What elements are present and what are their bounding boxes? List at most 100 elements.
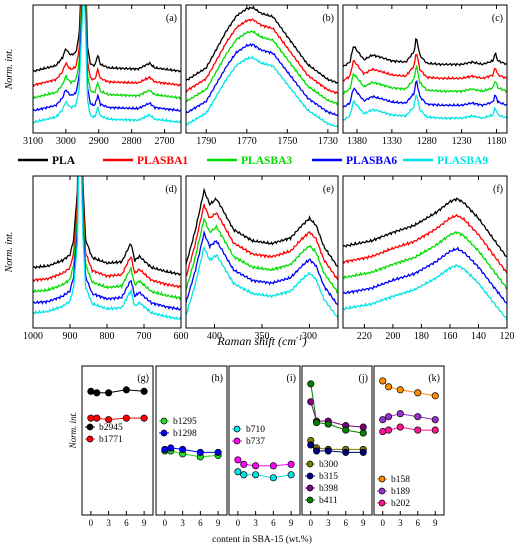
legend-label-b710: b710 xyxy=(246,425,265,435)
point-b1771-3 xyxy=(105,416,113,424)
point-b710-9 xyxy=(287,471,295,479)
point-b710-0 xyxy=(234,468,242,476)
point-b411-1 xyxy=(313,419,321,427)
panel-frame xyxy=(81,365,154,516)
series-legend: PLA PLASBA1 PLASBA3 PLASBA6 PLASBA9 xyxy=(18,155,488,167)
point-b158-6 xyxy=(414,389,422,397)
legend-label-plasba1: PLASBA1 xyxy=(137,155,188,167)
x-tick-label: 3 xyxy=(253,518,258,528)
x-tick-label: 3 xyxy=(326,518,331,528)
point-b1771-1 xyxy=(93,414,101,422)
legend-marker-b710 xyxy=(233,425,241,433)
y-axis-label-middle: Norm. int. xyxy=(4,232,15,274)
x-tick-label: 0 xyxy=(236,518,241,528)
point-b158-1 xyxy=(385,383,393,391)
point-b1771-6 xyxy=(122,414,130,422)
x-tick-label: 6 xyxy=(271,518,276,528)
point-b1298-6 xyxy=(196,448,204,456)
x-tick-label: 1730 xyxy=(318,136,338,147)
point-b158-0 xyxy=(379,377,387,385)
scatter-panel-k: b158 b189 b202 0 3 6 9 (k) xyxy=(373,365,445,528)
panel-label: (c) xyxy=(492,13,503,24)
x-tick-label: 700 xyxy=(137,331,152,342)
point-b189-3 xyxy=(396,410,404,418)
point-b189-0 xyxy=(379,416,387,424)
legend-marker-b202 xyxy=(378,499,386,507)
point-b189-1 xyxy=(385,413,393,421)
spectrum-line-plasba9 xyxy=(33,5,181,124)
point-b710-1 xyxy=(240,471,248,479)
point-b398-9 xyxy=(359,423,367,431)
legend-label-plasba9: PLASBA9 xyxy=(437,155,488,167)
legend-label-pla: PLA xyxy=(52,155,76,167)
point-b158-9 xyxy=(431,392,439,400)
x-tick-label: 0 xyxy=(89,518,94,528)
point-b2945-0 xyxy=(87,387,95,395)
panel-label: (j) xyxy=(359,373,368,384)
x-tick-label: 9 xyxy=(289,518,294,528)
spectrum-line-plasba9 xyxy=(343,94,507,121)
spectrum-lines xyxy=(343,197,507,321)
point-b315-1 xyxy=(313,447,321,455)
point-b737-9 xyxy=(287,460,295,468)
spectrum-lines xyxy=(33,5,181,124)
x-axis-title-tail: ) xyxy=(302,334,307,348)
x-tick-label: 2800 xyxy=(122,136,142,147)
legend-marker-b1771 xyxy=(86,435,94,443)
spectrum-line-plasba3 xyxy=(343,63,507,95)
x-axis-title-raman: Raman shift (cm-1) xyxy=(216,333,306,348)
spectrum-panel-5: 400 350 300 (e) xyxy=(185,175,339,342)
spectrum-lines xyxy=(33,176,181,321)
y-axis-label-top: Norm. int. xyxy=(4,49,15,91)
x-tick-label: 1230 xyxy=(452,136,472,147)
legend-label-b158: b158 xyxy=(391,475,410,485)
scatter-panel-j: b300 b315 b398 b411 0 3 6 9 (j) xyxy=(301,365,373,528)
x-tick-label: 1180 xyxy=(487,136,507,147)
spectrum-line-plasba3 xyxy=(33,5,181,101)
point-b2945-9 xyxy=(140,387,148,395)
point-b737-3 xyxy=(252,462,260,470)
spectrum-line-pla xyxy=(343,197,507,258)
point-b158-3 xyxy=(396,386,404,394)
legend-marker-b158 xyxy=(378,475,386,483)
x-tick-label: 1000 xyxy=(23,331,43,342)
spectrum-line-pla xyxy=(186,5,338,84)
spectrum-line-plasba1 xyxy=(186,203,338,281)
spectrum-line-pla xyxy=(186,187,338,268)
panel-label: (h) xyxy=(211,373,223,384)
spectrum-line-plasba1 xyxy=(343,53,507,82)
spectrum-line-pla xyxy=(343,37,507,68)
point-b315-0 xyxy=(307,441,315,449)
panel-label: (g) xyxy=(137,373,149,384)
point-b202-3 xyxy=(396,423,404,431)
point-b710-6 xyxy=(269,474,277,482)
legend-label-b1295: b1295 xyxy=(173,417,197,427)
legend-label-b202: b202 xyxy=(391,499,410,509)
point-b411-3 xyxy=(324,420,332,428)
point-b2945-3 xyxy=(105,389,113,397)
point-b411-9 xyxy=(359,429,367,437)
x-tick-label: 2700 xyxy=(155,136,175,147)
legend-marker-b398 xyxy=(306,484,314,492)
point-b737-1 xyxy=(240,460,248,468)
legend-label-b411: b411 xyxy=(319,496,338,506)
x-tick-label: 900 xyxy=(63,331,78,342)
spectrum-line-plasba9 xyxy=(33,176,181,321)
panel-frame xyxy=(185,4,339,134)
x-tick-label: 800 xyxy=(100,331,115,342)
panel-frame xyxy=(342,4,508,134)
point-b710-3 xyxy=(252,471,260,479)
panel-frame xyxy=(342,175,508,329)
point-b315-9 xyxy=(359,448,367,456)
point-b1771-0 xyxy=(87,414,95,422)
panel-frame xyxy=(155,365,228,516)
legend-label-b300: b300 xyxy=(319,460,338,470)
point-b1298-1 xyxy=(167,444,175,452)
legend-marker-b737 xyxy=(233,437,241,445)
x-tick-label: 1750 xyxy=(277,136,297,147)
spectrum-line-plasba9 xyxy=(186,55,338,129)
x-tick-label: 2900 xyxy=(89,136,109,147)
legend-label-b398: b398 xyxy=(319,484,338,494)
x-tick-label: 220 xyxy=(357,331,372,342)
point-b202-0 xyxy=(379,428,387,436)
